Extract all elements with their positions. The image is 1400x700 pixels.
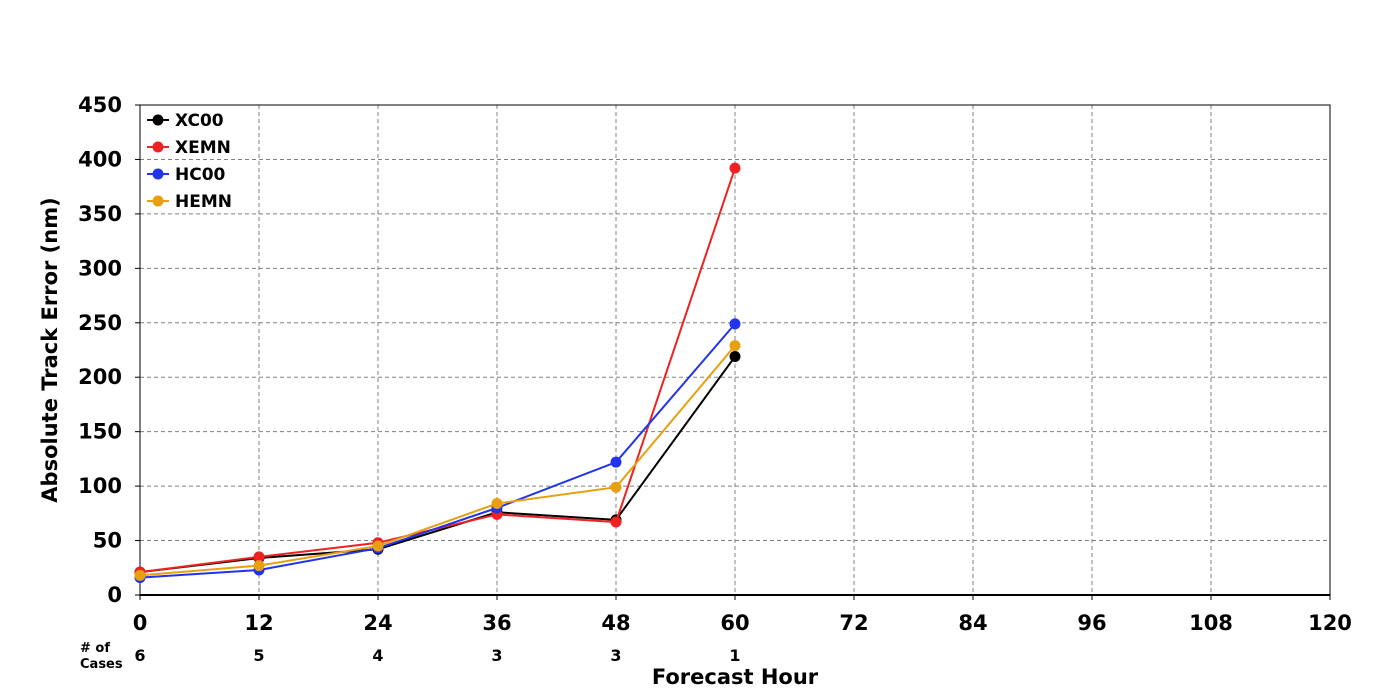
y-tick-label: 400 bbox=[78, 147, 122, 171]
y-tick-label: 0 bbox=[107, 583, 122, 607]
data-point bbox=[372, 540, 384, 552]
legend-label: XC00 bbox=[175, 111, 224, 131]
case-count: 6 bbox=[134, 646, 145, 665]
series-xemn bbox=[134, 162, 741, 578]
series-hc00 bbox=[134, 318, 741, 584]
y-tick-label: 100 bbox=[78, 474, 122, 498]
legend-entry-hemn: HEMN bbox=[147, 192, 232, 212]
x-tick-label: 108 bbox=[1189, 611, 1233, 635]
case-count: 3 bbox=[491, 646, 502, 665]
x-tick-label: 48 bbox=[601, 611, 630, 635]
x-tick-label: 24 bbox=[363, 611, 392, 635]
x-tick-label: 12 bbox=[244, 611, 273, 635]
y-tick-label: 450 bbox=[78, 93, 122, 117]
data-point bbox=[610, 481, 622, 493]
x-tick-label: 36 bbox=[482, 611, 511, 635]
series-line bbox=[139, 323, 736, 579]
legend-entry-xc00: XC00 bbox=[147, 111, 224, 131]
case-count: 1 bbox=[729, 646, 740, 665]
data-point bbox=[729, 351, 741, 363]
legend-label: HEMN bbox=[175, 192, 232, 212]
series-lines bbox=[134, 162, 741, 584]
legend: XC00 XEMN HC00 HEMN bbox=[147, 111, 232, 212]
legend-label: HC00 bbox=[175, 165, 226, 185]
axis-ticks: 0 50 100 150 200 250 300 350 400 450 0 12 24 36 48 60 72… bbox=[78, 93, 1352, 635]
x-tick-label: 60 bbox=[720, 611, 749, 635]
legend-label: XEMN bbox=[175, 138, 231, 158]
series-line bbox=[139, 345, 736, 577]
data-point bbox=[729, 318, 741, 330]
x-tick-label: 96 bbox=[1077, 611, 1106, 635]
series-xc00 bbox=[134, 351, 741, 578]
data-point bbox=[491, 498, 503, 510]
series-hemn bbox=[134, 340, 741, 581]
y-tick-label: 250 bbox=[78, 311, 122, 335]
y-tick-label: 200 bbox=[78, 365, 122, 389]
y-tick-label: 300 bbox=[78, 256, 122, 280]
cases-label: # of Cases bbox=[80, 641, 123, 672]
y-axis-title: Absolute Track Error (nm) bbox=[38, 197, 62, 502]
case-count: 5 bbox=[253, 646, 264, 665]
series-line bbox=[139, 167, 736, 574]
legend-entry-hc00: HC00 bbox=[147, 165, 226, 185]
x-axis-title: Forecast Hour bbox=[652, 665, 819, 689]
legend-marker bbox=[152, 168, 164, 180]
y-tick-label: 50 bbox=[93, 529, 122, 553]
data-point bbox=[729, 162, 741, 174]
legend-marker bbox=[152, 114, 164, 126]
legend-entry-xemn: XEMN bbox=[147, 138, 231, 158]
legend-marker bbox=[152, 195, 164, 207]
case-count: 4 bbox=[372, 646, 383, 665]
data-point bbox=[134, 569, 146, 581]
y-tick-label: 150 bbox=[78, 420, 122, 444]
data-point bbox=[729, 340, 741, 352]
data-point bbox=[610, 456, 622, 468]
x-tick-label: 120 bbox=[1308, 611, 1352, 635]
data-point bbox=[253, 560, 265, 572]
case-count: 3 bbox=[610, 646, 621, 665]
data-point bbox=[253, 551, 265, 563]
x-tick-label: 72 bbox=[839, 611, 868, 635]
legend-marker bbox=[152, 141, 164, 153]
data-point bbox=[610, 516, 622, 528]
x-tick-label: 0 bbox=[133, 611, 148, 635]
case-counts: # of Cases 6 5 4 3 3 1 bbox=[80, 641, 741, 672]
y-tick-label: 350 bbox=[78, 202, 122, 226]
series-line bbox=[139, 355, 736, 574]
x-tick-label: 84 bbox=[958, 611, 987, 635]
